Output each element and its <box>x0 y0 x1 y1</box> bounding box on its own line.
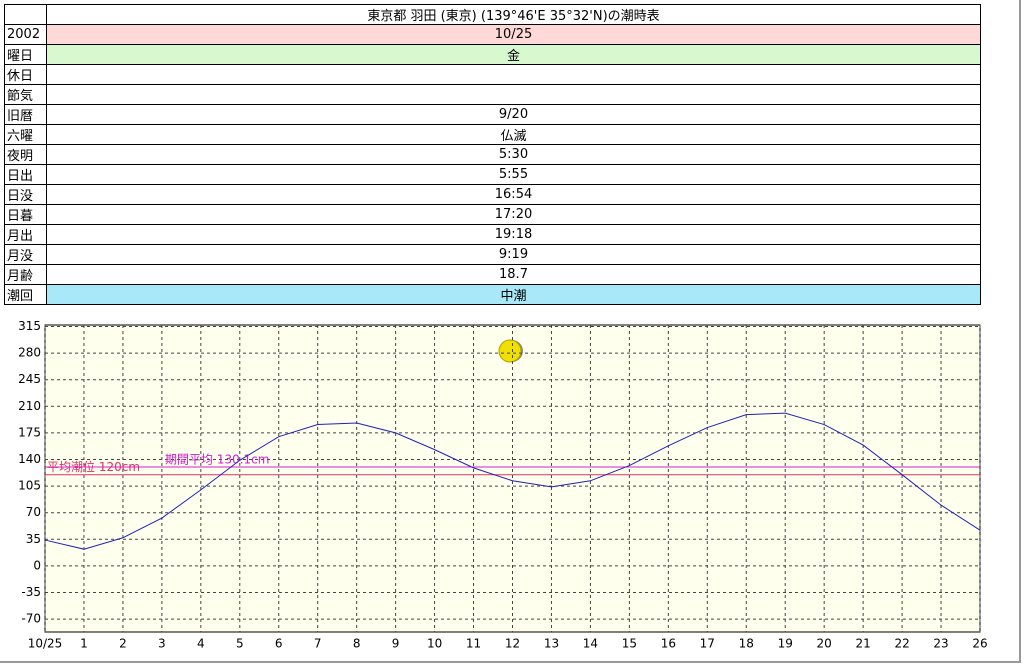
y-tick-label: -35 <box>21 585 41 599</box>
row-label: 六曜 <box>4 124 47 145</box>
row-value <box>46 84 981 105</box>
y-tick-label: -70 <box>21 612 41 626</box>
row-value <box>46 64 981 85</box>
y-tick-label: 175 <box>18 425 41 439</box>
table-row: 六曜 仏滅 <box>4 124 981 145</box>
table-row: 日暮 17:20 <box>4 204 981 225</box>
x-tick-label: 4 <box>197 637 205 651</box>
x-tick-label: 6 <box>275 637 283 651</box>
row-label: 旧暦 <box>4 104 47 125</box>
row-value: 9:19 <box>46 244 981 265</box>
tide-table: 東京都 羽田 (東京) (139°46'E 35°32'N)の潮時表 2002 1… <box>4 4 981 305</box>
table-row: 月没 9:19 <box>4 244 981 265</box>
row-label: 日出 <box>4 164 47 185</box>
x-tick-label: 15 <box>622 637 637 651</box>
x-tick-label: 26 <box>972 637 987 651</box>
x-tick-label: 13 <box>544 637 559 651</box>
row-value: 19:18 <box>46 224 981 245</box>
y-tick-label: 140 <box>18 452 41 466</box>
table-row: 2002 10/25 <box>4 24 981 45</box>
y-tick-label: 105 <box>18 479 41 493</box>
x-tick-label: 2 <box>119 637 127 651</box>
row-value: 仏滅 <box>46 124 981 145</box>
row-label: 月齢 <box>4 264 47 285</box>
x-tick-label: 8 <box>353 637 361 651</box>
x-tick-label: 9 <box>392 637 400 651</box>
corner-cell <box>4 4 47 25</box>
x-tick-label: 10/25 <box>28 637 63 651</box>
row-value: 10/25 <box>46 24 981 45</box>
x-tick-label: 18 <box>739 637 754 651</box>
x-tick-label: 19 <box>778 637 793 651</box>
x-tick-label: 14 <box>583 637 598 651</box>
table-body: 東京都 羽田 (東京) (139°46'E 35°32'N)の潮時表 2002 1… <box>4 4 981 305</box>
x-tick-label: 12 <box>505 637 520 651</box>
row-label: 曜日 <box>4 44 47 65</box>
x-tick-label: 16 <box>661 637 676 651</box>
table-row: 夜明 5:30 <box>4 144 981 165</box>
row-value: 5:30 <box>46 144 981 165</box>
table-row: 月出 19:18 <box>4 224 981 245</box>
x-tick-label: 1 <box>80 637 88 651</box>
tide-line <box>44 412 981 550</box>
row-label: 夜明 <box>4 144 47 165</box>
x-tick-label: 23 <box>933 637 948 651</box>
moon-icon <box>498 339 522 363</box>
x-tick-label: 21 <box>855 637 870 651</box>
row-value: 金 <box>46 44 981 65</box>
row-label: 月出 <box>4 224 47 245</box>
row-value: 5:55 <box>46 164 981 185</box>
row-label: 潮回 <box>4 284 47 305</box>
x-tick-label: 7 <box>314 637 322 651</box>
table-row: 旧暦 9/20 <box>4 104 981 125</box>
row-value: 中潮 <box>46 284 981 305</box>
row-label: 月没 <box>4 244 47 265</box>
row-label: 日暮 <box>4 204 47 225</box>
y-tick-label: 0 <box>33 558 41 572</box>
table-title: 東京都 羽田 (東京) (139°46'E 35°32'N)の潮時表 <box>46 4 981 25</box>
x-tick-label: 20 <box>817 637 832 651</box>
table-row: 節気 <box>4 84 981 105</box>
row-label: 休日 <box>4 64 47 85</box>
y-tick-label: 35 <box>26 532 41 546</box>
x-tick-label: 17 <box>700 637 715 651</box>
x-tick-label: 3 <box>158 637 166 651</box>
y-tick-label: 280 <box>18 346 41 360</box>
y-tick-label: 315 <box>18 320 41 333</box>
x-tick-label: 5 <box>236 637 244 651</box>
x-tick-label: 11 <box>466 637 481 651</box>
y-tick-label: 70 <box>26 505 41 519</box>
row-label: 2002 <box>4 24 47 45</box>
table-row: 潮回 中潮 <box>4 284 981 305</box>
table-row: 曜日金 <box>4 44 981 65</box>
row-label: 節気 <box>4 84 47 105</box>
table-row: 月齢 18.7 <box>4 264 981 285</box>
x-tick-label: 22 <box>894 637 909 651</box>
y-tick-label: 210 <box>18 399 41 413</box>
x-tick-label: 10 <box>427 637 442 651</box>
table-row: 日出 5:55 <box>4 164 981 185</box>
row-value: 17:20 <box>46 204 981 225</box>
reference-label: 期間平均 130.1cm <box>165 453 269 467</box>
row-value: 18.7 <box>46 264 981 285</box>
row-value: 9/20 <box>46 104 981 125</box>
y-tick-label: 245 <box>18 372 41 386</box>
table-row: 日没 16:54 <box>4 184 981 205</box>
plot-area <box>44 324 981 633</box>
row-label: 日没 <box>4 184 47 205</box>
table-row: 休日 <box>4 64 981 85</box>
row-value: 16:54 <box>46 184 981 205</box>
title-row: 東京都 羽田 (東京) (139°46'E 35°32'N)の潮時表 <box>4 4 981 25</box>
